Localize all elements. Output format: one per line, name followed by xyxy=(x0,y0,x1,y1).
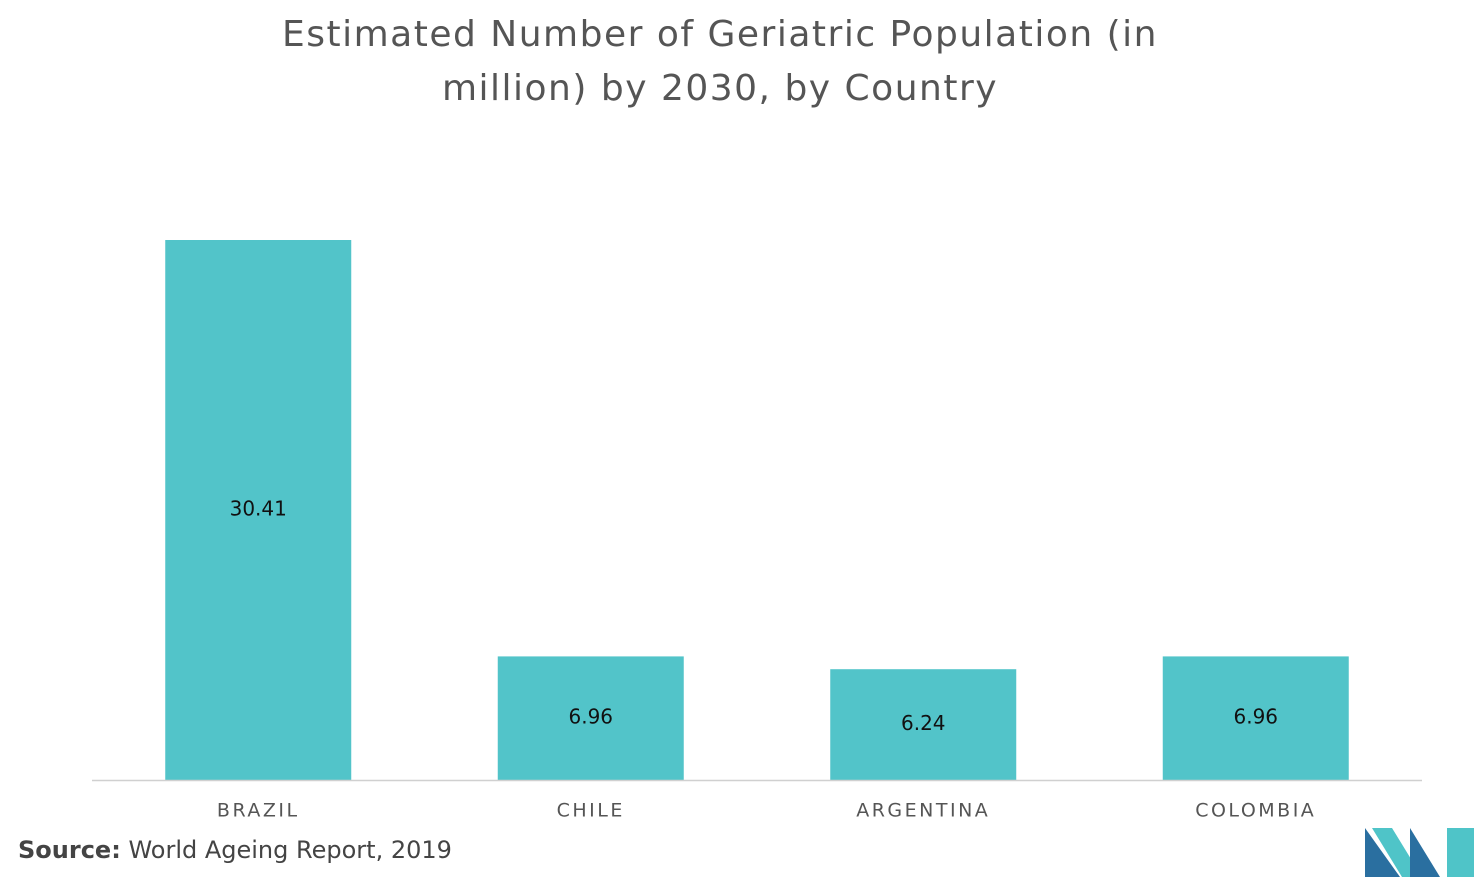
chart-title: Estimated Number of Geriatric Population… xyxy=(281,14,1159,109)
bar xyxy=(1162,656,1349,780)
value-label: 6.96 xyxy=(568,705,613,729)
x-tick-label: COLOMBIA xyxy=(1195,800,1316,822)
value-label: 6.96 xyxy=(1233,705,1278,729)
bar xyxy=(165,240,352,780)
bar xyxy=(497,656,684,780)
value-label: 30.41 xyxy=(230,497,287,521)
x-tick-label: CHILE xyxy=(557,800,625,822)
source-text: World Ageing Report, 2019 xyxy=(128,836,452,864)
bar xyxy=(830,669,1017,780)
value-label: 6.24 xyxy=(901,711,946,735)
source-label: Source: xyxy=(18,836,121,864)
x-tick-label: ARGENTINA xyxy=(856,800,990,822)
source: Source: World Ageing Report, 2019 xyxy=(18,836,452,864)
logo xyxy=(1365,828,1474,877)
x-tick-label: BRAZIL xyxy=(217,800,300,822)
